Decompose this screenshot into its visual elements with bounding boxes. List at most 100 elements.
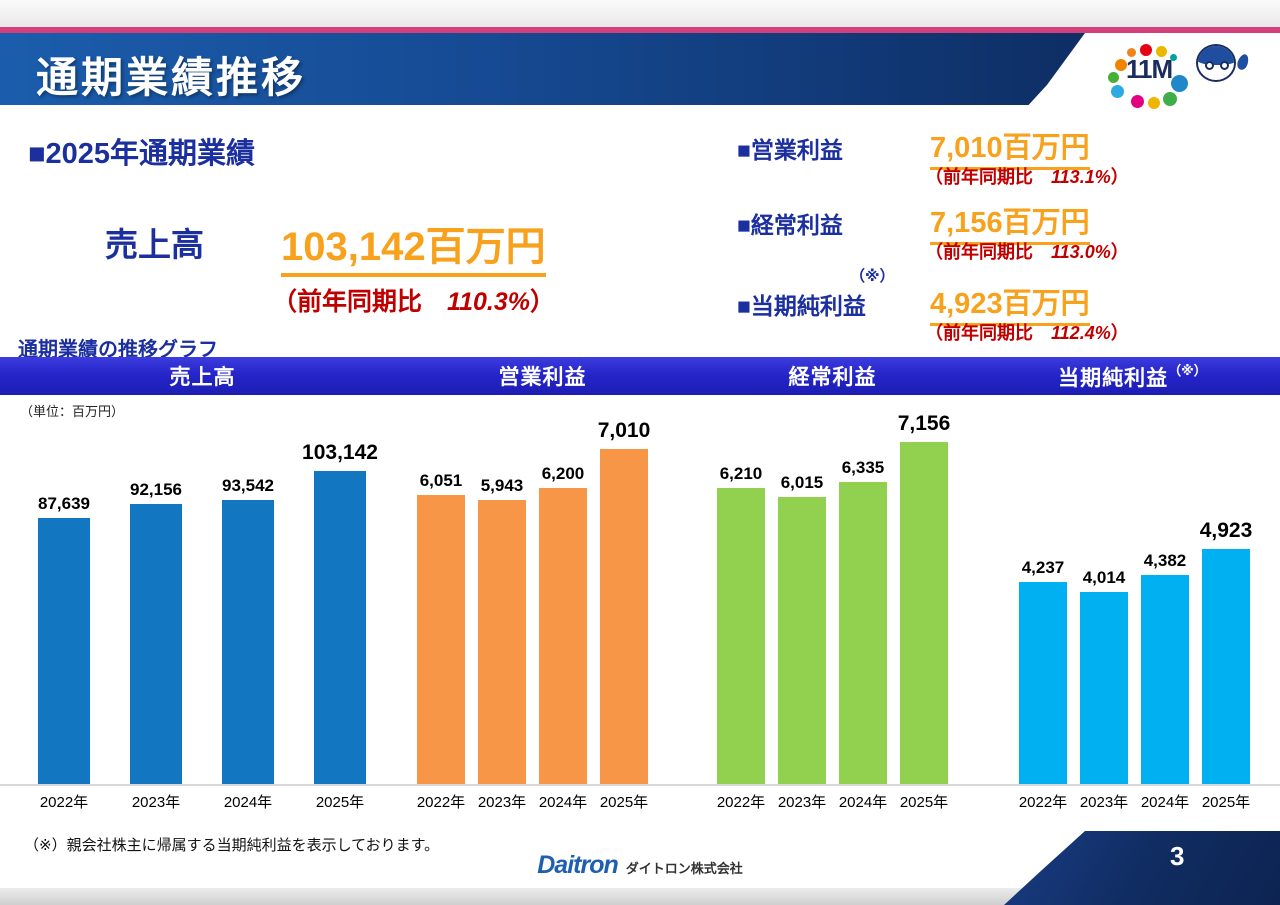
x-axis-label: 2022年 — [39, 794, 89, 811]
bar-group: 6,210 — [717, 464, 765, 784]
bar — [1080, 592, 1128, 784]
yoy-prefix: （前年同期比 — [925, 167, 1051, 187]
x-axis-label: 2023年 — [1079, 794, 1129, 811]
bar — [417, 495, 465, 784]
x-axis: 2022年 2023年 2024年 2025年 — [0, 786, 405, 812]
bar — [130, 504, 182, 784]
logo-dot-icon — [1171, 75, 1188, 92]
yoy-prefix: （前年同期比 — [272, 288, 448, 316]
chart-title: 経常利益 — [788, 366, 877, 389]
x-axis-label: 2022年 — [416, 794, 466, 811]
bar — [600, 449, 648, 784]
x-axis-label: 2025年 — [1201, 794, 1251, 811]
brand-logo-text: Daitron — [537, 851, 618, 879]
bar-chart-panel: 4,237 4,014 4,382 4,923 2022年 2023年 2024年 2025年 — [985, 428, 1280, 812]
footer-logo: Daitron ダイトロン株式会社 — [0, 851, 1280, 880]
logo-dot-icon — [1127, 48, 1136, 57]
bar — [539, 488, 587, 784]
logo-dot-icon — [1140, 44, 1152, 56]
bar-value-label: 93,542 — [222, 476, 274, 495]
yoy-suffix: ） — [1110, 242, 1129, 262]
bar-group: 7,010 — [597, 419, 651, 784]
bar-group: 4,014 — [1080, 568, 1128, 784]
logo-dot-icon — [1108, 72, 1119, 83]
top-strip — [0, 0, 1280, 27]
charts-row: 87,639 92,156 93,542 103,142 2022年 2023年 2024年… — [0, 412, 1280, 812]
bar — [778, 497, 826, 784]
header-band — [0, 33, 1085, 105]
logo-dot-icon — [1148, 97, 1160, 109]
summary-item-net-profit: （※） ■当期純利益 4,923百万円 （前年同期比 112.4%） — [737, 268, 1267, 350]
x-axis: 2022年 2023年 2024年 2025年 — [405, 786, 680, 812]
bar-group: 4,923 — [1199, 519, 1253, 784]
x-axis: 2022年 2023年 2024年 2025年 — [680, 786, 985, 812]
x-axis-label: 2024年 — [223, 794, 273, 811]
logo-dot-icon — [1156, 46, 1167, 57]
footnote-marker: （※） — [1168, 363, 1207, 378]
bar-group: 6,200 — [539, 464, 587, 784]
bar-group: 87,639 — [38, 494, 90, 784]
bar-value-label: 92,156 — [130, 480, 182, 499]
x-axis-label: 2025年 — [599, 794, 649, 811]
plot-area: 6,051 5,943 6,200 7,010 — [405, 419, 680, 786]
logo-dot-icon — [1131, 95, 1144, 108]
revenue-label: 売上高 — [105, 226, 204, 263]
bar — [478, 500, 526, 784]
x-axis-label: 2023年 — [477, 794, 527, 811]
bar — [222, 500, 274, 784]
item-yoy: （前年同期比 113.1%） — [925, 163, 1129, 189]
revenue-value: 103,142百万円 — [281, 214, 546, 277]
mascot-icon — [1196, 44, 1251, 88]
item-label: ■営業利益 — [737, 137, 843, 163]
bar — [717, 488, 765, 784]
bar-value-label: 6,015 — [780, 473, 824, 492]
logo-dot-icon — [1115, 59, 1127, 71]
graph-section-label: 通期業績の推移グラフ — [18, 339, 218, 361]
bar-group: 4,237 — [1019, 558, 1067, 784]
x-axis-label: 2024年 — [538, 794, 588, 811]
plot-area: 6,210 6,015 6,335 7,156 — [680, 412, 985, 786]
logo-dot-icon — [1111, 85, 1124, 98]
bar — [1141, 575, 1189, 784]
plot-area: 4,237 4,014 4,382 4,923 — [985, 428, 1280, 786]
x-axis-label: 2022年 — [716, 794, 766, 811]
bar-value-label: 7,010 — [597, 419, 651, 442]
mascot-head-icon — [1196, 44, 1236, 82]
x-axis-label: 2022年 — [1018, 794, 1068, 811]
bar-chart-panel: 87,639 92,156 93,542 103,142 2022年 2023年 2024年… — [0, 428, 405, 812]
bar-group: 5,943 — [478, 476, 526, 784]
bar-group: 4,382 — [1141, 551, 1189, 784]
bar-chart-panel: 6,210 6,015 6,335 7,156 2022年 2023年 2024年 2025年 — [680, 412, 985, 812]
bar-group: 93,542 — [222, 476, 274, 784]
section-heading: ■2025年通期業績 — [28, 138, 256, 170]
bottom-strip — [0, 888, 1280, 905]
x-axis-label: 2024年 — [1140, 794, 1190, 811]
logo-dot-icon — [1170, 54, 1177, 61]
item-value: 7,156百万円 — [930, 199, 1090, 245]
summary-item-ordinary-profit: ■経常利益 7,156百万円 （前年同期比 113.0%） — [737, 199, 1267, 269]
page-number: 3 — [1170, 841, 1185, 871]
summary-item-operating-profit: ■営業利益 7,010百万円 （前年同期比 113.1%） — [737, 124, 1267, 194]
yoy-suffix: ） — [1110, 323, 1129, 343]
yoy-percent: 113.1% — [1051, 167, 1111, 187]
plot-area: 87,639 92,156 93,542 103,142 — [0, 428, 405, 786]
bar-value-label: 6,200 — [541, 464, 585, 483]
revenue-yoy: （前年同期比 110.3%） — [272, 282, 555, 318]
pink-accent-line — [0, 27, 1280, 33]
yoy-prefix: （前年同期比 — [925, 323, 1051, 343]
item-yoy: （前年同期比 112.4%） — [925, 319, 1129, 345]
yoy-suffix: ） — [1110, 167, 1129, 187]
item-label: ■経常利益 — [737, 212, 843, 238]
bar-value-label: 87,639 — [38, 494, 90, 513]
bar-value-label: 5,943 — [480, 476, 524, 495]
bar-value-label: 4,014 — [1082, 568, 1126, 587]
bar-value-label: 6,210 — [719, 464, 763, 483]
bar-chart-panel: 6,051 5,943 6,200 7,010 2022年 2023年 2024年 2025年 — [405, 419, 680, 812]
bar-value-label: 4,923 — [1199, 519, 1253, 542]
bar — [1202, 549, 1250, 784]
company-logo-icon: 11M — [1104, 40, 1194, 110]
yoy-percent: 113.0% — [1051, 242, 1111, 262]
x-axis: 2022年 2023年 2024年 2025年 — [985, 786, 1280, 812]
logo-dot-icon — [1163, 92, 1177, 106]
footnote-marker: （※） — [850, 268, 895, 285]
